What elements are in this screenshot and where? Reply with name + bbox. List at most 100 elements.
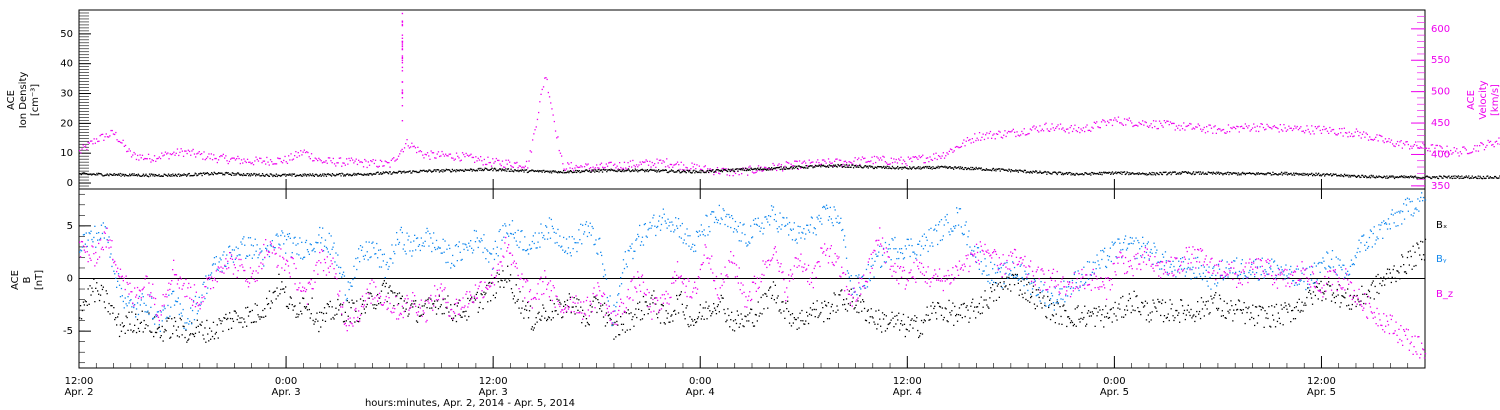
bx-series-point <box>648 308 650 310</box>
bx-series-point <box>1068 318 1071 320</box>
velocity-series-point <box>105 133 107 135</box>
bx-series-point <box>99 294 102 296</box>
density-series-point <box>625 170 627 172</box>
velocity-series-point <box>970 142 972 144</box>
velocity-series-point <box>1120 122 1122 124</box>
density-series-point <box>162 175 164 177</box>
density-series-point <box>845 166 847 168</box>
bx-series-point <box>1111 321 1113 323</box>
density-series-point <box>321 174 323 176</box>
velocity-series-point <box>295 151 297 153</box>
bx-series-point <box>863 307 866 310</box>
density-series-point <box>1097 172 1099 175</box>
density-series-point <box>1037 172 1039 174</box>
density-series-point <box>1152 174 1154 176</box>
density-series-point <box>881 167 883 169</box>
density-series-point <box>1153 172 1155 174</box>
density-series-point <box>1435 176 1437 178</box>
velocity-series-point <box>266 156 268 159</box>
velocity-series-point <box>777 164 779 166</box>
bx-series-point <box>860 301 862 303</box>
density-series-point <box>1242 171 1244 174</box>
density-series-point <box>1067 172 1070 174</box>
velocity-series-point <box>1110 119 1112 121</box>
velocity-series-point <box>719 173 721 175</box>
density-series-point <box>1112 173 1114 175</box>
bx-series-point <box>1124 314 1127 316</box>
velocity-series-point <box>157 157 159 160</box>
density-series-point <box>419 169 422 172</box>
velocity-series-point <box>998 130 1000 132</box>
density-axis-label-line3: [cm⁻³] <box>30 84 41 116</box>
velocity-series-point <box>958 147 960 149</box>
density-series-point <box>499 168 501 170</box>
velocity-series-point <box>298 155 301 157</box>
velocity-series-point <box>1179 129 1181 131</box>
velocity-series-point <box>373 162 375 165</box>
velocity-series-point <box>856 158 859 161</box>
velocity-series-point <box>585 163 587 165</box>
velocity-series-point <box>243 158 245 160</box>
bx-series-point <box>814 316 816 318</box>
velocity-series-point <box>440 155 442 157</box>
velocity-series-point <box>1377 140 1379 142</box>
density-series-point <box>1448 175 1450 177</box>
density-series-point <box>413 170 416 173</box>
velocity-series-point <box>1365 132 1367 134</box>
velocity-series-point <box>286 162 289 164</box>
velocity-series-point <box>825 162 827 164</box>
density-series-point <box>654 170 656 172</box>
bx-series-point <box>1128 293 1130 295</box>
bx-series-point <box>268 290 271 292</box>
density-series-point <box>814 166 816 168</box>
density-series-point <box>807 167 809 169</box>
density-series-point <box>914 167 916 170</box>
bx-series-point <box>111 305 113 307</box>
density-series-point <box>1221 172 1223 175</box>
velocity-series-point <box>809 162 812 164</box>
density-series-point <box>774 168 776 170</box>
density-series-point <box>205 172 207 174</box>
velocity-series-point <box>1422 142 1424 144</box>
bx-series-point <box>87 288 89 290</box>
velocity-series-point <box>476 160 478 162</box>
bx-series-point <box>719 301 721 303</box>
bx-series-point <box>277 295 279 297</box>
velocity-series-point <box>983 138 986 141</box>
density-series-point <box>143 175 145 177</box>
velocity-series-point <box>1126 118 1128 120</box>
density-series-point <box>489 169 491 171</box>
bx-series-point <box>359 318 361 320</box>
velocity-series-point <box>532 139 534 141</box>
velocity-series-point <box>540 93 542 95</box>
density-series-point <box>202 172 204 174</box>
bx-series-point <box>424 303 426 305</box>
bx-series-point <box>1095 307 1097 310</box>
bx-series-point <box>861 310 863 312</box>
bx-series-point <box>940 314 943 316</box>
bx-series-point <box>401 295 403 297</box>
bx-series-point <box>603 302 606 304</box>
density-series-point <box>356 173 359 175</box>
density-series-point <box>373 173 375 175</box>
bx-series-point <box>335 307 337 309</box>
bx-series-point <box>892 317 894 319</box>
density-series-point <box>183 173 185 175</box>
velocity-series-point <box>1232 126 1234 128</box>
density-series-point <box>1364 175 1366 177</box>
density-series-point <box>179 174 182 176</box>
bx-series-point <box>589 304 591 307</box>
velocity-series-point <box>943 157 946 159</box>
density-series-point <box>885 167 887 169</box>
velocity-series-point <box>244 160 246 162</box>
density-series-point <box>509 170 511 172</box>
velocity-series-point <box>1045 122 1047 124</box>
density-series-point <box>98 173 101 175</box>
bx-series-point <box>1164 301 1167 304</box>
density-series-point <box>1276 174 1278 176</box>
bx-series-point <box>909 324 911 326</box>
bx-series-point <box>508 278 510 280</box>
bx-series-point <box>1067 316 1069 318</box>
density-series-point <box>1454 175 1456 177</box>
density-series-point <box>1491 177 1493 179</box>
